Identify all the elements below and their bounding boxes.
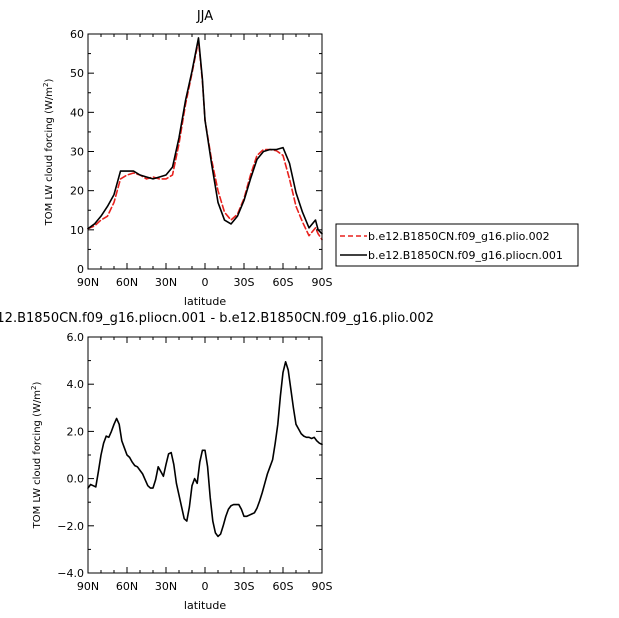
bottom-series-line-0 (87, 360, 323, 538)
bottom-y-axis-label-base: TOM LW cloud forcing (W/m (32, 390, 43, 529)
top-x-tick-label: 60S (273, 276, 294, 289)
top-x-tick-label: 90S (312, 276, 333, 289)
top-chart-title: JJA (196, 9, 213, 24)
top-y-axis-label-sup: 2 (42, 83, 50, 87)
top-x-tick-label: 90N (77, 276, 99, 289)
bottom-x-tick-label: 30N (155, 580, 177, 593)
bottom-y-axis-label-close: ) (32, 382, 43, 386)
top-chart: JJA 90N 60N 30N 0 30S 60S 90S 0 10 20 30 40 50 60 la… (42, 9, 579, 308)
top-x-tick-label: 60N (116, 276, 138, 289)
bottom-y-axis-label: TOM LW cloud forcing (W/m2) (30, 382, 43, 530)
top-y-tick-label: 10 (70, 224, 84, 237)
bottom-x-tick-label: 30S (234, 580, 255, 593)
bottom-y-tick-label: −4.0 (57, 567, 84, 580)
bottom-y-tick-label: 6.0 (67, 331, 85, 344)
bottom-x-tick-label: 90N (77, 580, 99, 593)
top-y-tick-label: 0 (77, 263, 84, 276)
bottom-plot-area (87, 360, 323, 538)
top-x-axis: 90N 60N 30N 0 30S 60S 90S (77, 34, 333, 289)
top-plot-frame (87, 33, 323, 270)
bottom-x-tick-label: 60S (273, 580, 294, 593)
top-y-axis-label-base: TOM LW cloud forcing (W/m (44, 87, 55, 226)
legend-label-plio: b.e12.B1850CN.f09_g16.plio.002 (368, 230, 550, 243)
top-y-tick-label: 60 (70, 28, 84, 41)
top-y-axis: 0 10 20 30 40 50 60 (70, 28, 322, 276)
top-y-tick-label: 40 (70, 106, 84, 119)
bottom-chart-title: b.e12.B1850CN.f09_g16.pliocn.001 - b.e12… (0, 311, 434, 326)
top-series-line-0 (87, 39, 323, 241)
bottom-x-axis-label: latitude (184, 599, 226, 612)
top-y-tick-label: 30 (70, 146, 84, 159)
bottom-x-tick-label: 0 (202, 580, 209, 593)
bottom-x-tick-label: 60N (116, 580, 138, 593)
bottom-y-tick-label: −2.0 (57, 520, 84, 533)
top-x-tick-label: 30N (155, 276, 177, 289)
top-x-tick-label: 0 (202, 276, 209, 289)
legend-label-pliocn: b.e12.B1850CN.f09_g16.pliocn.001 (368, 249, 563, 262)
top-y-tick-label: 50 (70, 67, 84, 80)
top-y-axis-label: TOM LW cloud forcing (W/m2) (42, 79, 55, 227)
bottom-chart: b.e12.B1850CN.f09_g16.pliocn.001 - b.e12… (0, 311, 434, 612)
top-x-tick-label: 30S (234, 276, 255, 289)
bottom-y-tick-label: 0.0 (67, 473, 85, 486)
bottom-y-axis-label-sup: 2 (30, 386, 38, 390)
legend: b.e12.B1850CN.f09_g16.plio.002 b.e12.B18… (335, 223, 579, 267)
bottom-y-tick-label: 2.0 (67, 425, 85, 438)
top-x-axis-label: latitude (184, 295, 226, 308)
bottom-x-axis: 90N 60N 30N 0 30S 60S 90S (77, 337, 333, 593)
top-plot-area (87, 37, 323, 241)
top-series-line-1 (87, 37, 323, 235)
bottom-y-tick-label: 4.0 (67, 378, 85, 391)
legend-box (335, 223, 579, 267)
top-y-axis-label-close: ) (44, 79, 55, 83)
top-y-tick-label: 20 (70, 185, 84, 198)
bottom-x-tick-label: 90S (312, 580, 333, 593)
bottom-y-axis: −4.0 −2.0 0.0 2.0 4.0 6.0 (57, 331, 322, 580)
